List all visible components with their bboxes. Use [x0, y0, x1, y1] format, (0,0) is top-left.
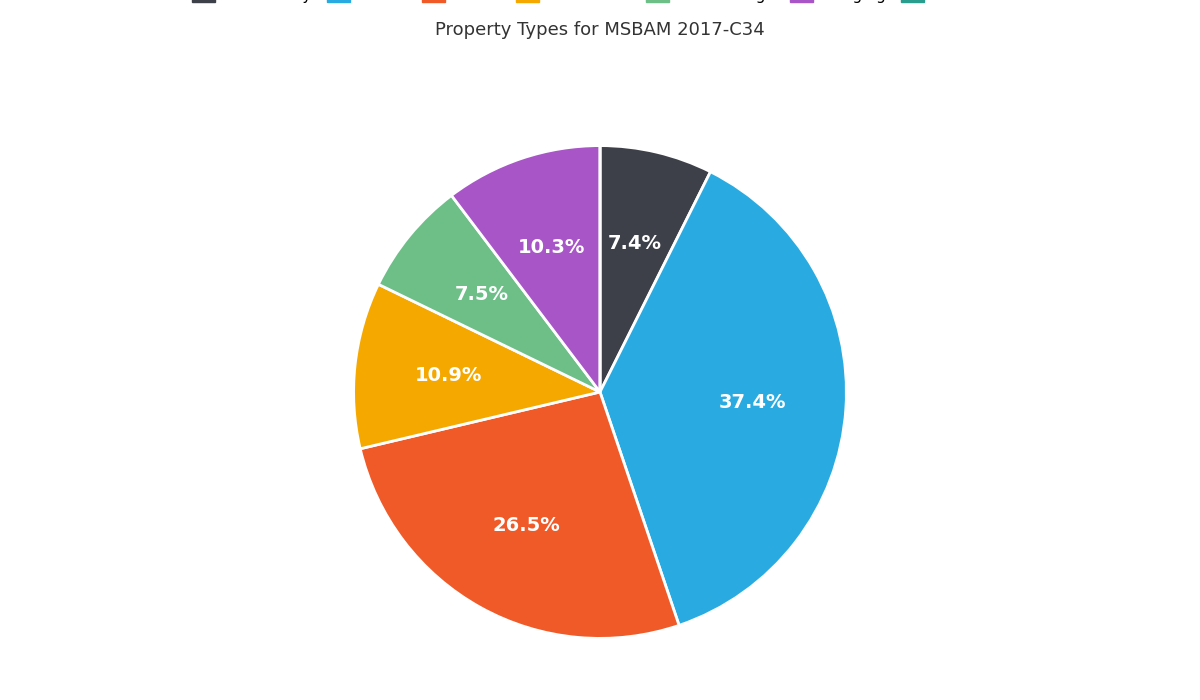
Wedge shape — [451, 146, 600, 392]
Text: 7.5%: 7.5% — [455, 286, 509, 304]
Text: 7.4%: 7.4% — [608, 234, 662, 253]
Text: 10.3%: 10.3% — [517, 238, 586, 257]
Wedge shape — [600, 146, 710, 392]
Wedge shape — [600, 172, 846, 625]
Text: Property Types for MSBAM 2017-C34: Property Types for MSBAM 2017-C34 — [436, 21, 764, 39]
Wedge shape — [354, 284, 600, 449]
Wedge shape — [360, 392, 679, 638]
Text: 37.4%: 37.4% — [719, 393, 786, 412]
Text: 26.5%: 26.5% — [492, 516, 560, 535]
Legend: Multifamily, Office, Retail, Mixed-Use, Self Storage, Lodging, Industrial: Multifamily, Office, Retail, Mixed-Use, … — [185, 0, 1015, 11]
Wedge shape — [378, 195, 600, 392]
Text: 10.9%: 10.9% — [414, 365, 482, 385]
